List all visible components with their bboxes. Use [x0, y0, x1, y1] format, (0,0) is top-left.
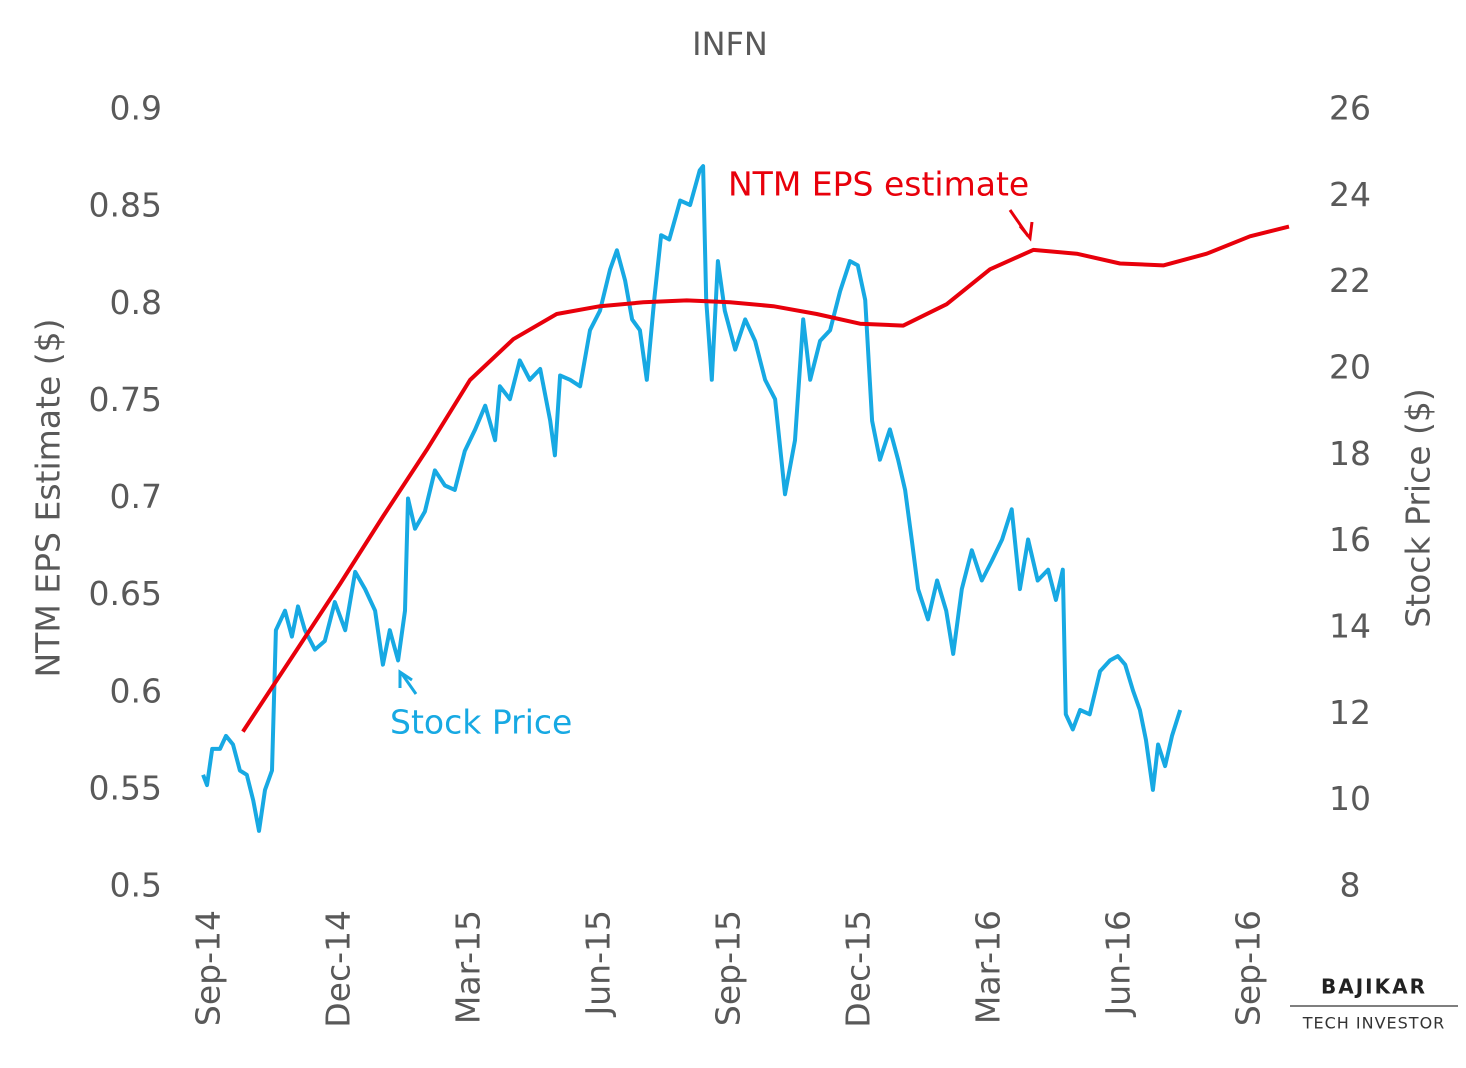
- y2-axis-label: Stock Price ($): [1399, 388, 1438, 628]
- y2-tick-label: 26: [1329, 89, 1371, 128]
- y2-tick-label: 14: [1329, 607, 1371, 646]
- y2-tick-label: 18: [1329, 434, 1371, 473]
- x-tick-label: Sep-14: [189, 910, 228, 1026]
- x-tick-label: Dec-14: [319, 910, 358, 1028]
- series-line: [201, 164, 1183, 833]
- y-tick-label: 0.5: [110, 866, 162, 905]
- y-tick-label: 0.65: [89, 574, 162, 613]
- y-tick-label: 0.8: [110, 283, 162, 322]
- x-tick-label: Mar-16: [969, 910, 1008, 1024]
- y2-tick-label: 24: [1329, 175, 1371, 214]
- y2-tick-label: 10: [1329, 779, 1371, 818]
- y2-tick-label: 12: [1329, 693, 1371, 732]
- x-tick-label: Jun-16: [1099, 910, 1138, 1017]
- y2-tick-label: 8: [1340, 866, 1361, 905]
- x-tick-label: Dec-15: [839, 910, 878, 1028]
- y2-tick-label: 22: [1329, 261, 1371, 300]
- series-line: [241, 224, 1290, 733]
- y-tick-label: 0.6: [110, 671, 162, 710]
- y-tick-label: 0.55: [89, 768, 162, 807]
- y-tick-label: 0.9: [110, 89, 162, 128]
- chart-title: INFN: [692, 25, 768, 63]
- annotation-arrow: [400, 673, 418, 695]
- y2-tick-label: 16: [1329, 520, 1371, 559]
- x-tick-label: Mar-15: [449, 910, 488, 1024]
- annotation: NTM EPS estimate: [728, 165, 1029, 204]
- x-tick-label: Sep-16: [1229, 910, 1268, 1026]
- x-tick-label: Sep-15: [709, 910, 748, 1026]
- y-tick-label: 0.75: [89, 380, 162, 419]
- y2-tick-label: 20: [1329, 348, 1371, 387]
- x-tick-label: Jun-15: [579, 910, 618, 1017]
- annotation-arrow: [1018, 221, 1034, 242]
- annotation: Stock Price: [390, 703, 572, 742]
- brand-name: BAJIKAR: [1321, 975, 1427, 999]
- annotation-arrow: [398, 669, 413, 688]
- y-axis-label: NTM EPS Estimate ($): [29, 319, 68, 678]
- y-tick-label: 0.85: [89, 186, 162, 225]
- y-tick-label: 0.7: [110, 477, 162, 516]
- brand-tagline: TECH INVESTOR: [1302, 1014, 1446, 1033]
